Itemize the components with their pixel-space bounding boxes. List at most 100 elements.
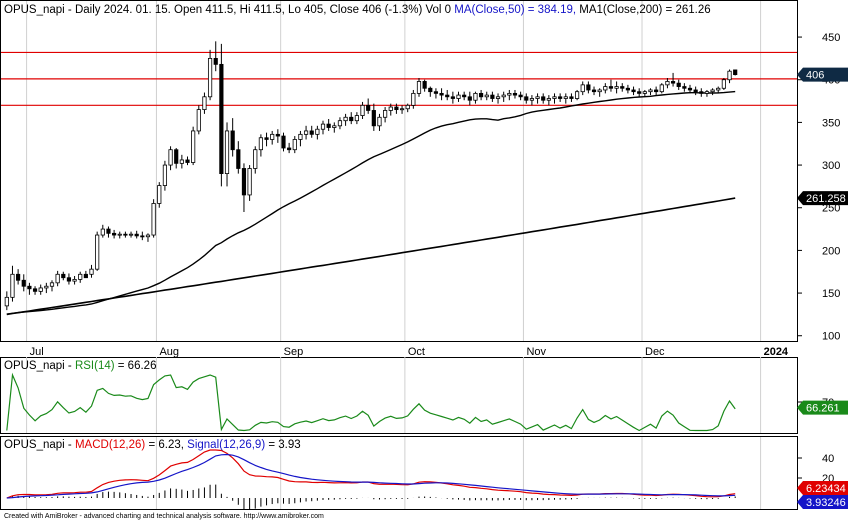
candle-body: [693, 89, 698, 93]
candle-body: [467, 96, 472, 101]
candle-body: [157, 185, 162, 204]
candle-body: [710, 89, 715, 93]
candle-body: [484, 94, 489, 98]
candle-body: [586, 84, 591, 91]
candle-body: [727, 70, 732, 81]
candle-body: [518, 94, 523, 98]
candle-body: [168, 149, 173, 166]
macd-badge-bg: [797, 481, 848, 495]
candle-body: [637, 91, 642, 94]
candle-body: [281, 135, 286, 149]
candle-body: [642, 91, 647, 94]
x-tick-label: Jul: [30, 346, 44, 358]
signal-badge-bg: [797, 495, 848, 509]
candle-body: [733, 69, 738, 76]
candle-body: [535, 96, 540, 99]
candle-body: [326, 123, 331, 128]
candle-body: [558, 96, 563, 99]
candle-body: [207, 58, 213, 98]
candle-body: [529, 98, 535, 101]
candle-body: [631, 89, 636, 93]
candle-body: [61, 273, 66, 279]
x-tick-label: Nov: [526, 346, 546, 358]
candle-body: [574, 91, 580, 99]
rsi-series: 7066.261: [6, 372, 848, 432]
candle-body: [123, 233, 128, 236]
candle-body: [716, 87, 721, 91]
candle-body: [439, 92, 444, 96]
candle-body: [264, 137, 269, 140]
ma50-line: [6, 90, 736, 315]
x-tick-label: Aug: [159, 346, 179, 358]
x-tick-label: Dec: [645, 346, 665, 358]
candle-body: [524, 96, 529, 101]
candle-body: [349, 116, 354, 122]
candle-body: [490, 94, 495, 99]
candle-body: [682, 86, 687, 89]
candle-body: [405, 104, 410, 110]
candle-body: [236, 149, 241, 169]
candle-body: [83, 273, 88, 279]
chart-title: OPUS_napi - Daily 2024. 01. 15. Open 411…: [4, 4, 711, 16]
candle-body: [721, 79, 726, 89]
candle-body: [569, 96, 574, 99]
candle-body: [287, 147, 292, 151]
candle-body: [371, 110, 376, 127]
macd-y-tick-label: 40: [822, 453, 834, 465]
candle-body: [433, 91, 439, 94]
candle-body: [140, 235, 145, 238]
candle-body: [332, 125, 337, 128]
rsi-line: [6, 372, 736, 432]
candle-body: [72, 279, 77, 282]
candle-body: [309, 130, 314, 135]
candle-body: [625, 87, 630, 91]
candle-body: [501, 94, 506, 98]
candle-body: [422, 81, 427, 89]
candle-body: [614, 86, 619, 89]
candle-body: [699, 91, 704, 94]
candle-body: [394, 106, 399, 111]
candle-body: [213, 58, 218, 65]
candle-body: [32, 288, 38, 292]
candle-body: [445, 94, 450, 98]
candle-body: [620, 86, 625, 89]
candle-body: [179, 159, 184, 164]
candle-body: [676, 82, 681, 87]
candlesticks: [4, 41, 738, 311]
candle-body: [507, 92, 512, 96]
y-tick-label: 150: [822, 288, 840, 300]
price-grid: [26, 1, 762, 509]
candle-body: [462, 94, 467, 98]
candle-body: [597, 89, 602, 93]
candle-body: [552, 96, 557, 99]
candle-body: [44, 285, 49, 289]
last-close-badge: 406: [806, 70, 824, 82]
candle-body: [145, 234, 151, 238]
ma50-label: MA(Close,50) = 384.19,: [454, 4, 576, 16]
y-tick-label: 450: [822, 32, 840, 44]
candle-body: [665, 81, 670, 86]
candle-body: [383, 110, 388, 118]
ma200-label: MA1(Close,200) = 261.26: [579, 4, 710, 16]
x-tick-label: 2024: [764, 346, 789, 358]
rsi-panel-frame: [0, 357, 798, 434]
candle-body: [191, 130, 196, 163]
candle-body: [253, 149, 258, 169]
macd-line: [6, 449, 736, 499]
candle-body: [428, 87, 433, 93]
macd-title: OPUS_napi - MACD(12,26) = 6.23, Signal(1…: [4, 439, 301, 451]
candle-body: [659, 84, 664, 93]
footer-credit: Created with AmiBroker - advanced charti…: [4, 513, 324, 520]
candle-body: [399, 108, 405, 111]
macd-badge: 6.23434: [806, 483, 846, 495]
candle-body: [354, 115, 359, 122]
x-tick-label: Oct: [408, 346, 425, 358]
candle-body: [270, 133, 275, 140]
y-tick-label: 300: [822, 160, 840, 172]
candle-body: [603, 86, 608, 91]
candle-body: [16, 273, 21, 281]
candle-body: [66, 277, 72, 282]
candle-body: [388, 106, 393, 111]
candle-body: [303, 130, 309, 135]
ma200-badge-bg: [797, 191, 848, 206]
